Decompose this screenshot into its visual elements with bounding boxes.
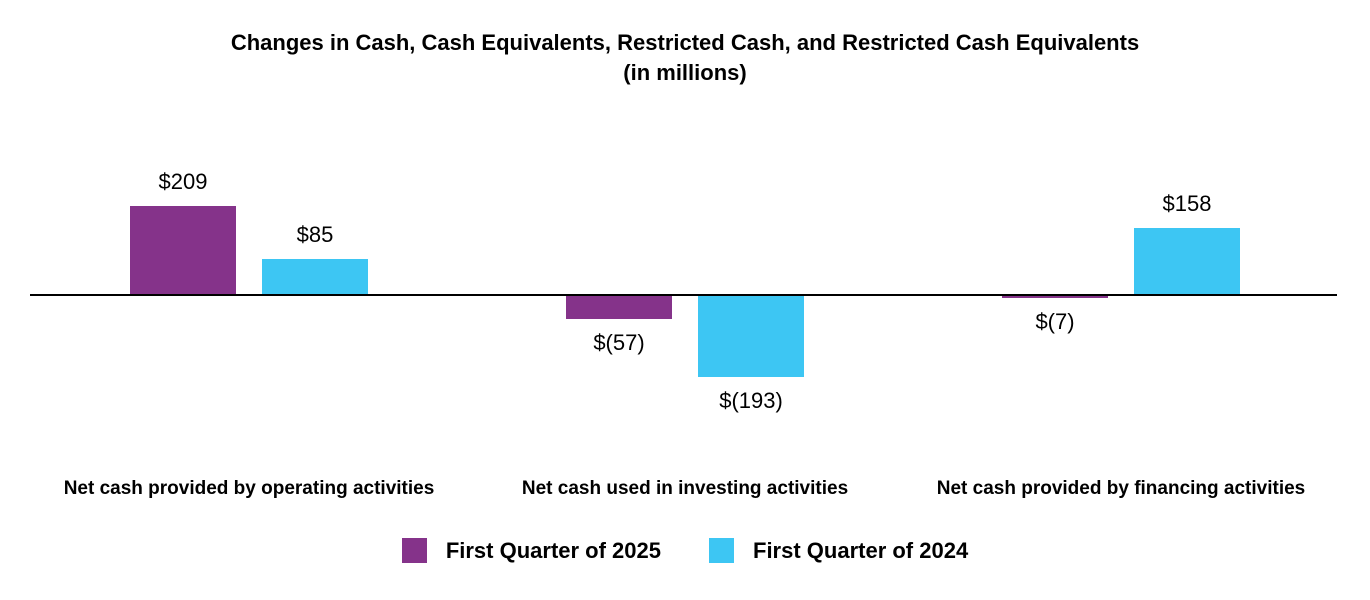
- bar-q1-2024-group3: [1134, 228, 1240, 295]
- value-label: $(7): [1035, 308, 1075, 334]
- category-label-financing: Net cash provided by financing activitie…: [936, 478, 1306, 499]
- value-label: $(57): [593, 330, 645, 356]
- legend-item-2025: First Quarter of 2025: [401, 538, 661, 563]
- value-label: $209: [158, 169, 208, 195]
- bar-q1-2025-group2: [566, 295, 672, 320]
- bar-q1-2025-group1: [130, 206, 236, 295]
- x-axis-line: [30, 294, 1337, 296]
- chart-title-block: Changes in Cash, Cash Equivalents, Restr…: [0, 28, 1370, 88]
- bar-q1-2024-group2: [698, 295, 804, 377]
- legend-item-2024: First Quarter of 2024: [709, 538, 968, 563]
- bar-q1-2024-group1: [262, 258, 368, 295]
- legend-label-2024: First Quarter of 2024: [753, 538, 969, 563]
- chart-title: Changes in Cash, Cash Equivalents, Restr…: [230, 30, 1140, 55]
- value-label: $158: [1162, 191, 1212, 216]
- category-label-investing: Net cash used in investing activities: [521, 478, 849, 499]
- legend-swatch-2024: [709, 538, 734, 563]
- legend-label-2025: First Quarter of 2025: [445, 538, 661, 563]
- legend-swatch-2025: [401, 538, 427, 563]
- bar-q1-2025-group3: [1002, 295, 1108, 298]
- value-label: $(193): [719, 387, 783, 413]
- value-label: $85: [296, 221, 334, 247]
- category-label-operating: Net cash provided by operating activitie…: [63, 478, 435, 499]
- legend: First Quarter of 2025 First Quarter of 2…: [0, 538, 1370, 563]
- chart-subtitle: (in millions): [623, 60, 747, 85]
